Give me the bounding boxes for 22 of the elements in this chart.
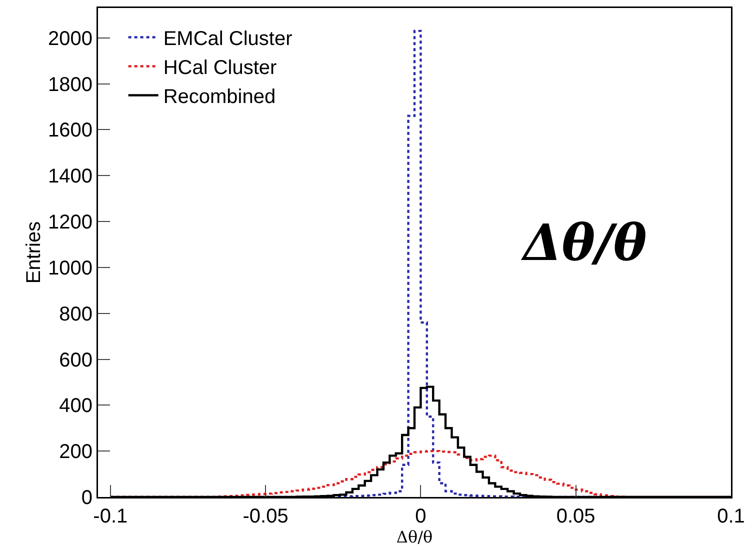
x-tick-label: -0.05 xyxy=(242,506,288,528)
x-tick-label: 0 xyxy=(415,506,426,528)
y-tick-label: 600 xyxy=(59,349,92,372)
y-tick-label: 1800 xyxy=(48,74,92,96)
legend-label: EMCal Cluster xyxy=(163,28,293,50)
x-axis-title: Δθ/θ xyxy=(396,528,433,546)
x-tick-label: 0.05 xyxy=(556,506,596,528)
annotation: Δθ/θ xyxy=(520,213,648,272)
y-tick-label: 1200 xyxy=(48,212,92,234)
x-tick-label: -0.1 xyxy=(93,506,128,528)
y-tick-label: 400 xyxy=(59,395,92,418)
y-tick-label: 1000 xyxy=(48,257,92,280)
y-axis-title: Entries xyxy=(22,221,45,284)
y-tick-label: 2000 xyxy=(48,28,92,50)
y-tick-label: 1400 xyxy=(48,166,92,188)
y-tick-label: 1600 xyxy=(48,120,92,142)
legend-label: Recombined xyxy=(163,86,276,108)
legend-label: HCal Cluster xyxy=(163,57,278,80)
y-tick-label: 800 xyxy=(59,303,92,326)
y-tick-label: 200 xyxy=(59,441,92,464)
y-tick-label: 0 xyxy=(81,487,92,509)
x-tick-label: 0.1 xyxy=(717,506,745,528)
